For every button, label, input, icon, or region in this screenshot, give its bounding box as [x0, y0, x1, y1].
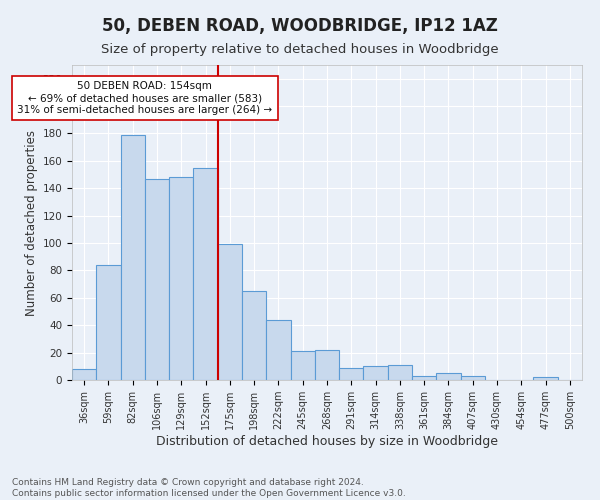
Bar	[145, 178, 169, 380]
Bar	[339, 368, 364, 380]
Bar	[169, 178, 193, 380]
Bar	[72, 369, 96, 380]
Bar	[218, 244, 242, 380]
Bar	[388, 365, 412, 380]
Bar	[96, 265, 121, 380]
Bar	[436, 373, 461, 380]
Text: 50 DEBEN ROAD: 154sqm
← 69% of detached houses are smaller (583)
31% of semi-det: 50 DEBEN ROAD: 154sqm ← 69% of detached …	[17, 82, 272, 114]
Bar	[193, 168, 218, 380]
Text: Size of property relative to detached houses in Woodbridge: Size of property relative to detached ho…	[101, 42, 499, 56]
Bar	[266, 320, 290, 380]
Text: 50, DEBEN ROAD, WOODBRIDGE, IP12 1AZ: 50, DEBEN ROAD, WOODBRIDGE, IP12 1AZ	[102, 18, 498, 36]
Bar	[315, 350, 339, 380]
Bar	[121, 135, 145, 380]
Bar	[364, 366, 388, 380]
Bar	[290, 351, 315, 380]
X-axis label: Distribution of detached houses by size in Woodbridge: Distribution of detached houses by size …	[156, 435, 498, 448]
Y-axis label: Number of detached properties: Number of detached properties	[25, 130, 38, 316]
Bar	[412, 376, 436, 380]
Bar	[461, 376, 485, 380]
Bar	[242, 291, 266, 380]
Text: Contains HM Land Registry data © Crown copyright and database right 2024.
Contai: Contains HM Land Registry data © Crown c…	[12, 478, 406, 498]
Bar	[533, 378, 558, 380]
